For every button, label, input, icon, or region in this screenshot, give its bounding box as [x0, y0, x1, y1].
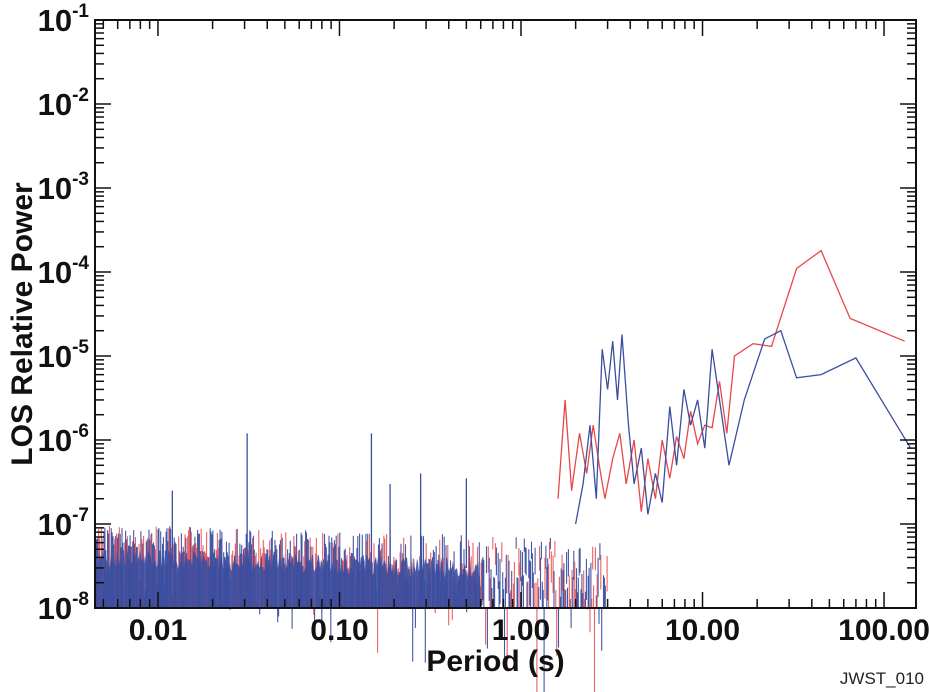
- y-tick-exponent: -1: [72, 1, 89, 22]
- series-line-1: [557, 249, 905, 512]
- y-tick-base: 10: [38, 255, 72, 290]
- figure-credit: JWST_010: [840, 669, 924, 688]
- y-tick-exponent: -3: [72, 169, 89, 190]
- plot-frame: [94, 19, 917, 609]
- x-tick-label: 1.00: [492, 614, 550, 647]
- y-tick-label: 10-3: [38, 169, 89, 206]
- y-tick-label: 10-1: [38, 1, 90, 38]
- y-tick-exponent: -8: [72, 589, 89, 610]
- y-tick-base: 10: [38, 507, 72, 542]
- y-tick-label: 10-4: [38, 253, 90, 290]
- y-tick-exponent: -2: [72, 85, 89, 106]
- x-tick-label: 0.10: [310, 614, 368, 647]
- y-tick-base: 10: [38, 171, 72, 206]
- noise-band-fill: [95, 547, 481, 608]
- x-tick-labels: 0.01 0.10 1.00 10.00 100.00: [129, 614, 929, 647]
- y-tick-label: 10-5: [38, 337, 90, 374]
- series-lines: [557, 249, 912, 525]
- axis-ticks: [95, 20, 916, 609]
- y-axis-title: LOS Relative Power: [6, 182, 39, 466]
- series-line-2: [574, 329, 912, 525]
- x-tick-label: 100.00: [838, 614, 929, 647]
- y-tick-exponent: -6: [72, 421, 89, 442]
- y-tick-exponent: -7: [72, 505, 89, 526]
- x-axis-title: Period (s): [426, 645, 564, 678]
- y-tick-label: 10-6: [38, 421, 89, 458]
- y-tick-exponent: -4: [72, 253, 89, 274]
- y-tick-labels: 10-810-710-610-510-410-310-210-1: [38, 1, 90, 626]
- y-tick-base: 10: [38, 339, 72, 374]
- y-tick-base: 10: [38, 591, 72, 626]
- y-tick-label: 10-2: [38, 85, 89, 122]
- y-tick-label: 10-7: [38, 505, 89, 542]
- x-tick-label: 0.01: [129, 614, 187, 647]
- y-tick-base: 10: [38, 3, 72, 38]
- y-tick-base: 10: [38, 423, 72, 458]
- x-tick-label: 10.00: [665, 614, 740, 647]
- y-tick-exponent: -5: [72, 337, 89, 358]
- y-tick-base: 10: [38, 87, 72, 122]
- y-tick-label: 10-8: [38, 589, 89, 626]
- noise-band: [94, 433, 608, 692]
